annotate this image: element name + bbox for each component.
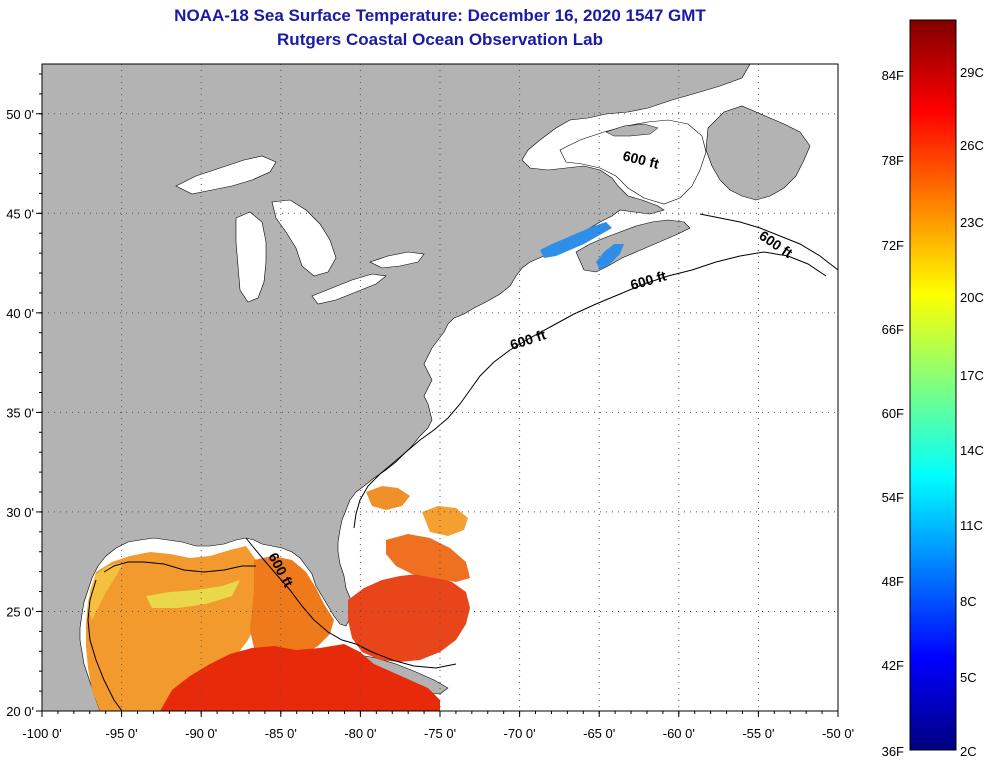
x-tick-label: -65 0' — [583, 726, 615, 741]
x-tick-label: -50 0' — [822, 726, 854, 741]
land-north-america — [42, 64, 751, 711]
sst-bay-of-fundy — [540, 222, 612, 258]
land-anticosti — [605, 123, 659, 137]
x-tick-label: -90 0' — [185, 726, 217, 741]
colorbar-c-label: 23C — [960, 215, 984, 230]
x-tick-label: -95 0' — [106, 726, 138, 741]
lake-michigan — [235, 211, 267, 303]
colorbar-c-label: 17C — [960, 368, 984, 383]
y-tick-label: 35 0' — [6, 405, 34, 420]
y-tick-label: 25 0' — [6, 604, 34, 619]
land-newfoundland — [705, 105, 811, 201]
colorbar-fahrenheit-labels: 84F 78F 72F 66F 60F 54F 48F 42F 36F — [882, 68, 904, 759]
lake-erie — [311, 273, 387, 305]
colorbar-f-label: 48F — [882, 574, 904, 589]
map-graticule — [42, 64, 838, 711]
colorbar-c-label: 29C — [960, 65, 984, 80]
x-tick-label: -55 0' — [742, 726, 774, 741]
colorbar-c-label: 5C — [960, 670, 977, 685]
y-tick-label: 45 0' — [6, 206, 34, 221]
lake-ontario — [369, 251, 425, 269]
x-tick-label: -100 0' — [22, 726, 61, 741]
sst-gulfstream-patch — [366, 486, 410, 510]
colorbar-c-label: 11C — [960, 518, 983, 533]
sst-gulf-east — [250, 556, 334, 662]
colorbar-f-label: 60F — [882, 406, 904, 421]
sst-caribbean — [160, 644, 440, 711]
y-tick-label: 30 0' — [6, 505, 34, 520]
y-axis: 50 0' 45 0' 40 0' 35 0' 30 0' 25 0' 20 0' — [6, 73, 42, 719]
colorbar-f-label: 54F — [882, 490, 904, 505]
colorbar — [909, 19, 957, 751]
colorbar-c-label: 2C — [960, 744, 977, 759]
y-tick-label: 40 0' — [6, 306, 34, 321]
sst-texas-shelf — [88, 562, 124, 620]
colorbar-c-label: 20C — [960, 290, 984, 305]
x-tick-label: -70 0' — [504, 726, 536, 741]
y-tick-label: 50 0' — [6, 107, 34, 122]
colorbar-f-label: 42F — [882, 658, 904, 673]
map-title: NOAA-18 Sea Surface Temperature: Decembe… — [174, 6, 706, 25]
sst-coastal-shelf — [146, 580, 240, 608]
colorbar-f-label: 78F — [882, 153, 904, 168]
x-tick-label: -75 0' — [424, 726, 456, 741]
x-axis: -100 0' -95 0' -90 0' -85 0' -80 0' -75 0' -70… — [22, 711, 854, 741]
sst-atlantic-patch — [422, 506, 468, 536]
depth-contour-600ft — [87, 213, 838, 711]
colorbar-celsius-labels: 29C 26C 23C 20C 17C 14C 11C 8C 5C 2C — [960, 65, 984, 759]
lake-huron — [271, 199, 337, 277]
x-tick-label: -60 0' — [663, 726, 695, 741]
sst-minas-basin — [596, 244, 624, 270]
colorbar-c-label: 26C — [960, 138, 984, 153]
sst-atlantic-patch-2 — [386, 534, 470, 582]
sst-cold-patches — [540, 222, 624, 270]
map-subtitle: Rutgers Coastal Ocean Observation Lab — [277, 30, 603, 49]
colorbar-c-label: 14C — [960, 443, 984, 458]
y-tick-label: 20 0' — [6, 704, 34, 719]
colorbar-f-label: 72F — [882, 238, 904, 253]
colorbar-f-label: 36F — [882, 744, 904, 759]
colorbar-f-label: 66F — [882, 322, 904, 337]
x-tick-label: -80 0' — [344, 726, 376, 741]
colorbar-c-label: 8C — [960, 594, 977, 609]
colorbar-f-label: 84F — [882, 68, 904, 83]
x-tick-label: -85 0' — [265, 726, 297, 741]
